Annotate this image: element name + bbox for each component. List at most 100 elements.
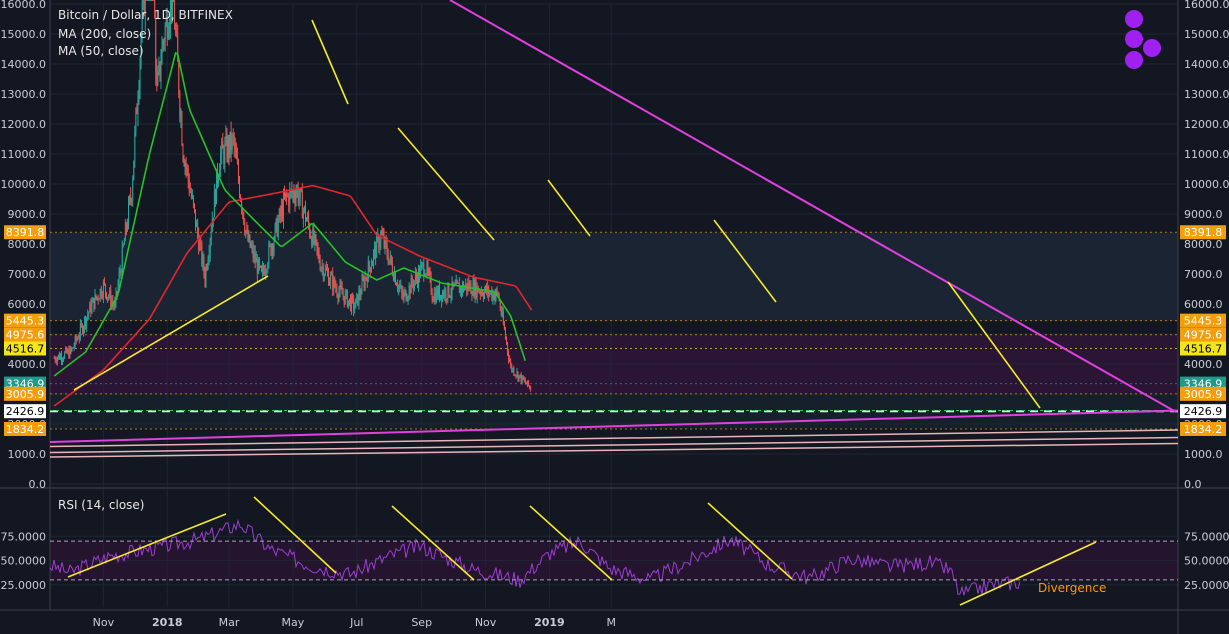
candle-body [526,380,528,385]
candle-body [159,61,161,77]
candle-body [95,294,97,299]
candle-body [484,290,485,298]
candle-body [297,186,299,202]
level-tag-right-bg [1180,421,1226,436]
candle-body [75,336,77,341]
candle-body [134,131,136,161]
candle-body [56,357,58,363]
candle-body [364,277,366,288]
level-tag-left-bg [4,421,46,436]
candle-body [267,264,269,271]
candle-body [200,241,202,243]
candle-body [171,0,172,10]
candle-body [514,374,516,376]
candle-body [93,298,95,309]
level-tag-left: 1834.2 [6,423,45,436]
candle-body [101,296,103,298]
y-tick-right: 13000.0 [1184,88,1229,101]
candle-body [205,266,207,284]
level-tag-left: 4516.7 [6,342,45,355]
candle-body [120,271,122,273]
candle-body [107,296,109,299]
candle-body [423,263,425,277]
candle-body [285,192,287,198]
candle-body [127,225,128,230]
candle-body [400,286,402,288]
candle-body [180,115,182,117]
candle-body [370,266,372,272]
candle-body [183,158,185,166]
candle-body [275,218,277,225]
candle-body [426,263,428,275]
candle-body [132,179,134,201]
candle-body [397,285,399,289]
level-tag-right-bg [1180,313,1226,328]
candle-body [333,278,335,290]
candle-body [411,277,413,285]
candle-body [174,1,176,29]
candle-body [372,262,373,267]
candle-body [63,358,65,360]
candle-body [110,290,112,306]
candle-body [367,261,369,282]
y-tick-left: 12000.0 [1,118,47,131]
candle-body [82,324,83,333]
candle-body [244,223,246,233]
candle-body [515,375,517,377]
candle-body [388,259,390,264]
candle-body [354,308,356,310]
candle-body [374,245,376,252]
candle-body [271,245,273,255]
y-tick-right: 0.0 [1184,478,1202,491]
candle-body [329,282,330,286]
tradingview-logo-icon[interactable] [1119,8,1169,70]
level-tag-right: 4516.7 [1184,342,1223,355]
candle-body [256,258,258,274]
candle-body [140,36,142,60]
candle-body [113,303,115,307]
rsi-line [49,518,1021,596]
supply-zone [50,232,1178,321]
candle-body [255,258,257,263]
candle-body [227,138,229,159]
candle-body [231,135,233,150]
candle-body [186,167,188,169]
candle-body [54,358,56,361]
candle-body [196,222,198,227]
candle-body [447,283,449,299]
candle-body [338,291,340,299]
candle-body [181,115,183,146]
candle-body [97,296,99,300]
candle-body [461,286,462,292]
candle-body [530,387,532,390]
candle-body [519,374,521,376]
candle-body [121,245,123,273]
candle-body [138,87,140,101]
candle-body [448,283,450,297]
candle-body [339,284,341,292]
candle-body [291,189,293,194]
candle-body [268,244,270,265]
candle-body [151,0,153,1]
candle-body [254,252,256,263]
candle-body [425,274,427,276]
rsi-tick-right: 50.0000 [1184,555,1229,568]
candle-body [340,284,342,288]
candle-body [303,206,305,211]
candle-body [306,219,307,222]
candle-body [88,312,90,315]
candle-body [491,290,493,300]
candle-body [71,347,73,351]
candle-body [432,298,434,302]
candle-body [201,242,203,265]
candle-body [250,246,252,248]
candle-body [258,259,260,266]
candle-body [76,338,78,341]
candle-body [77,338,79,340]
candle-body [74,336,76,346]
candle-body [381,232,383,235]
candle-body [65,348,67,353]
candle-body [87,314,89,318]
y-tick-right: 6000.0 [1184,298,1223,311]
